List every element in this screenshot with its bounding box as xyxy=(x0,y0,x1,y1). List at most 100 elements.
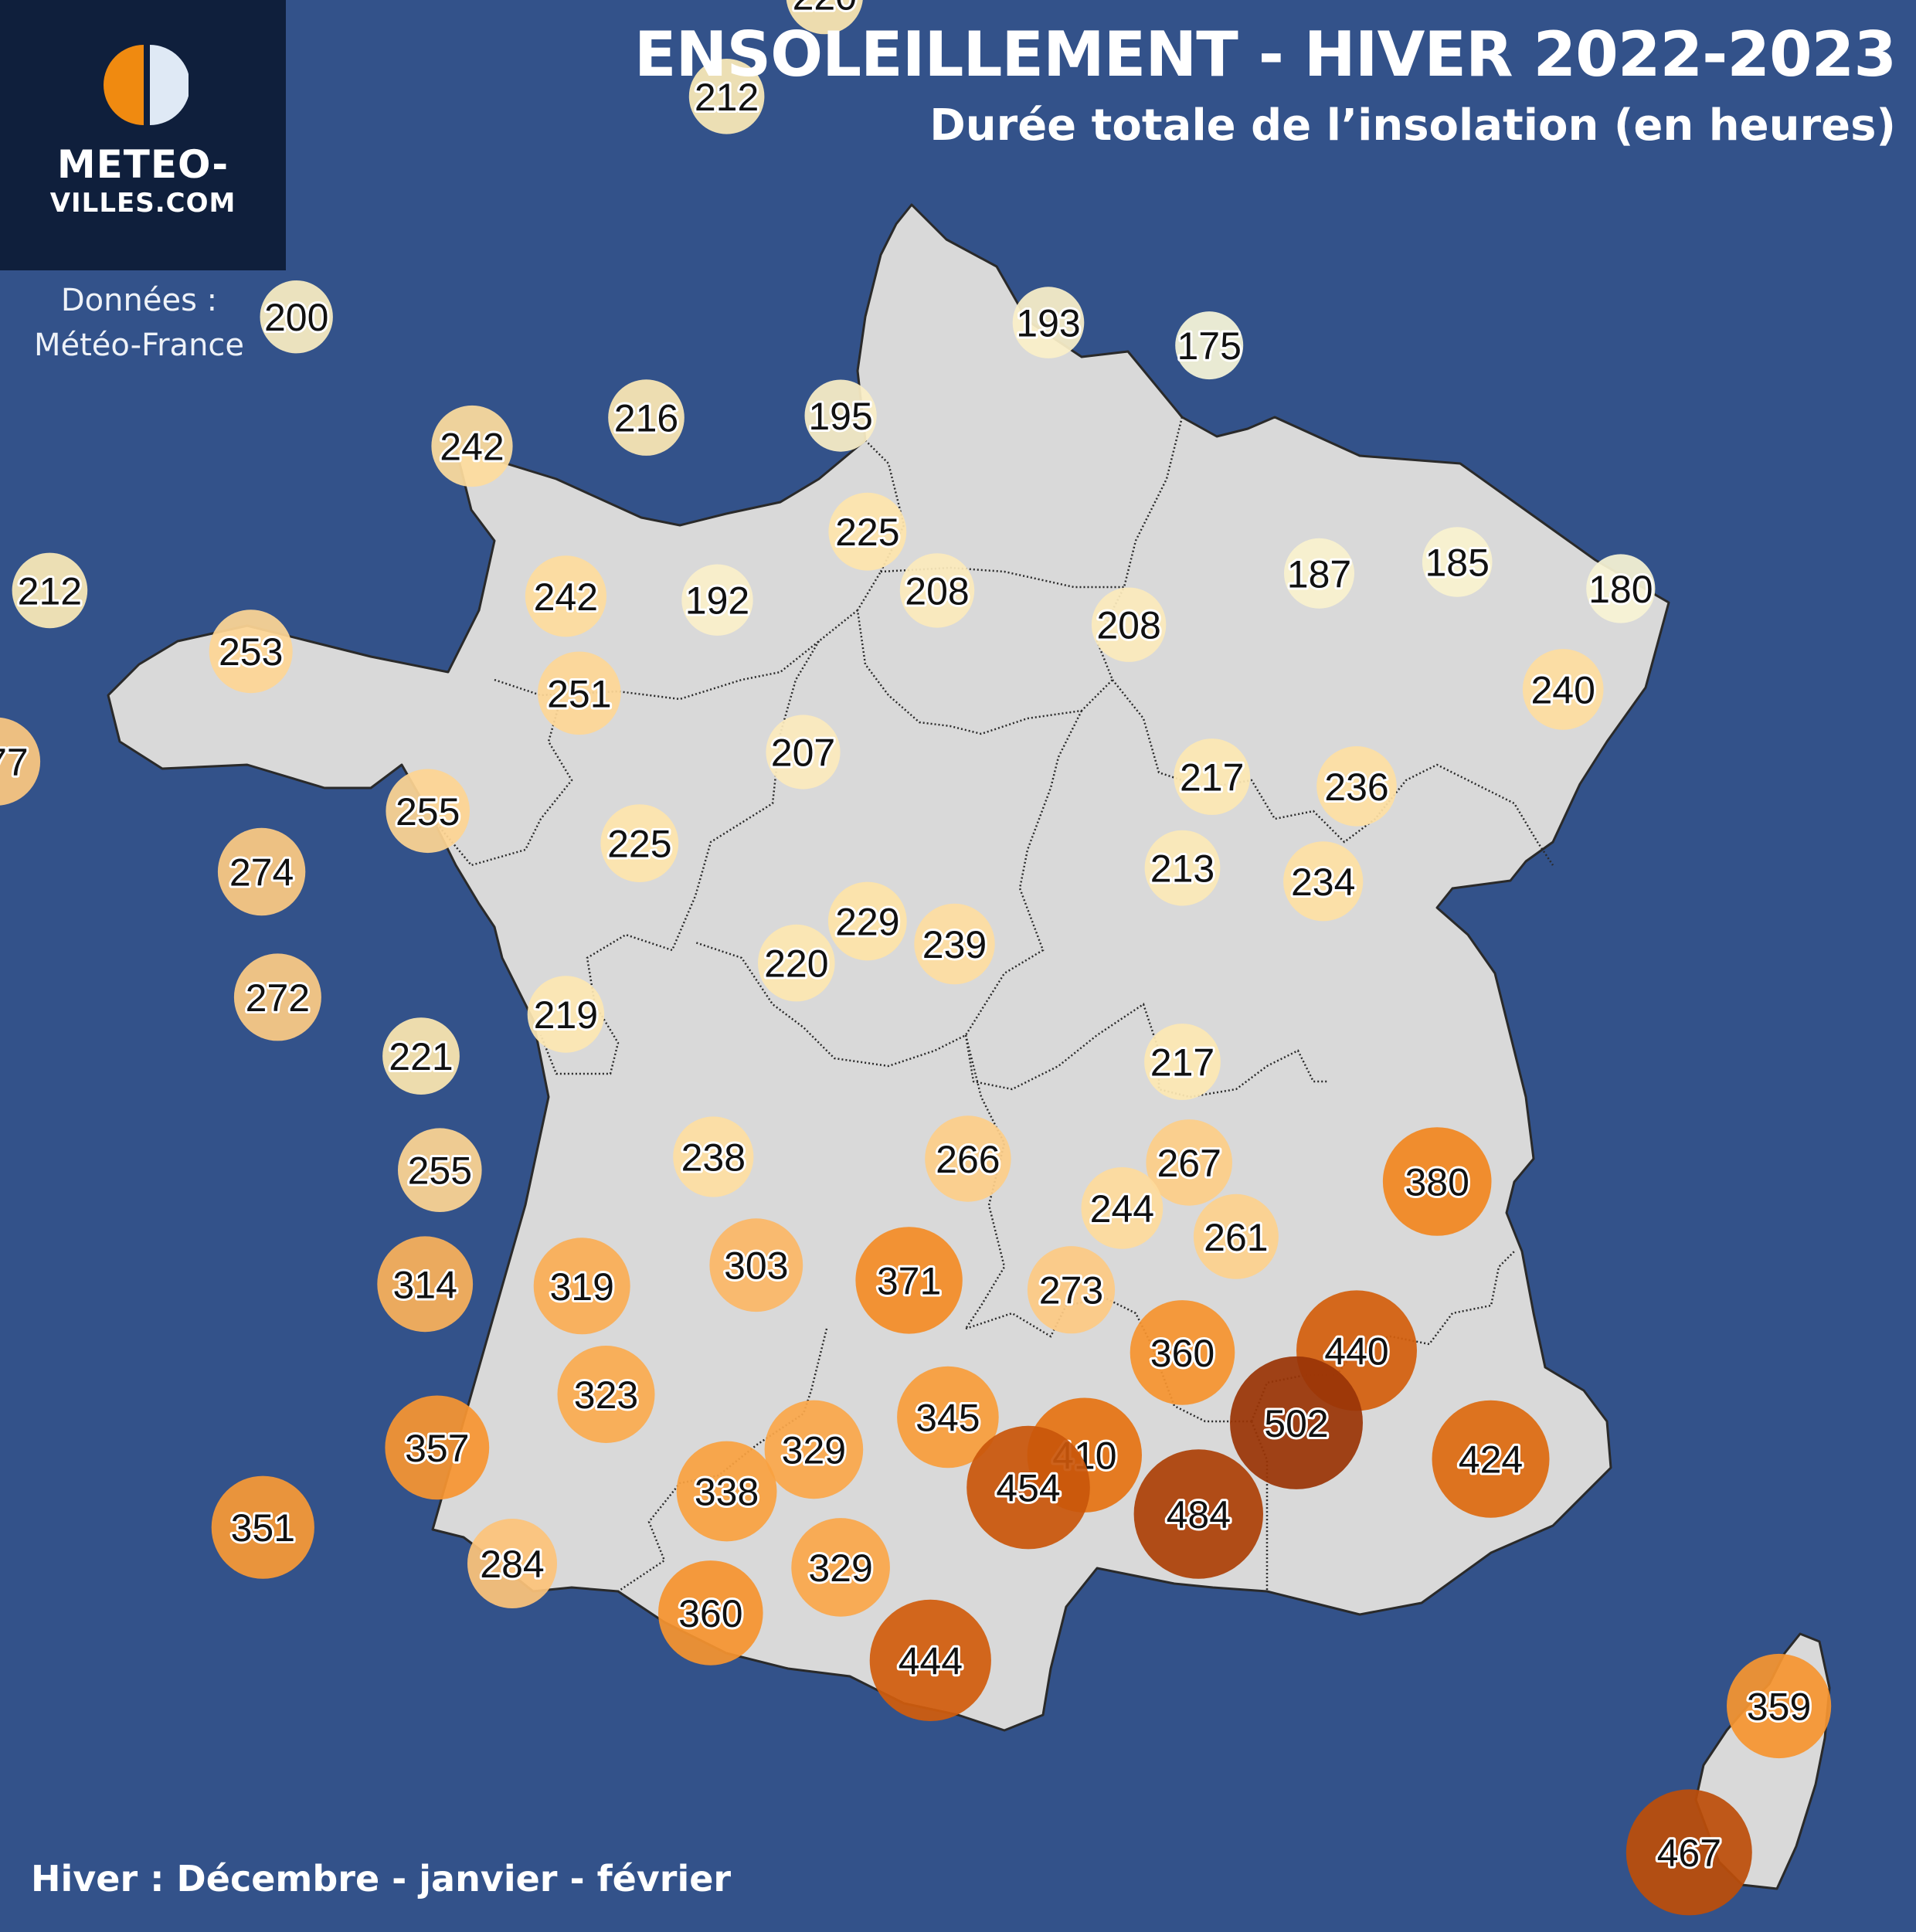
station-circle xyxy=(1316,746,1397,827)
station-marker: 261 xyxy=(1193,1193,1279,1279)
logo-box[interactable]: METEO- VILLES.COM xyxy=(0,0,286,270)
station-value-label: 200 xyxy=(264,296,328,339)
station-circle xyxy=(869,1599,991,1721)
station-circle xyxy=(1586,554,1656,623)
station-value-label: 351 xyxy=(231,1506,295,1550)
station-circle xyxy=(386,769,470,854)
station-value-label: 217 xyxy=(1150,1041,1214,1085)
station-value-label: 284 xyxy=(480,1543,544,1586)
station-circle xyxy=(467,1519,557,1608)
station-value-label: 238 xyxy=(681,1136,746,1180)
station-circle xyxy=(600,804,679,882)
station-value-label: 267 xyxy=(1157,1142,1221,1185)
station-marker: 338 xyxy=(676,1441,777,1542)
station-value-label: 371 xyxy=(877,1259,941,1302)
station-circle xyxy=(385,1395,490,1500)
station-circle xyxy=(828,492,907,571)
station-circle xyxy=(1193,1193,1279,1279)
station-markers: 2202121931752002161952422252081871851802… xyxy=(0,0,1832,1916)
station-marker: 242 xyxy=(431,405,513,487)
station-marker: 175 xyxy=(1174,311,1244,380)
station-value-label: 244 xyxy=(1090,1187,1154,1231)
region-border-ge-bfc xyxy=(1112,679,1554,866)
station-marker: 360 xyxy=(1130,1300,1235,1405)
logo-line-2: VILLES.COM xyxy=(49,188,236,219)
station-marker: 220 xyxy=(786,0,863,35)
station-marker: 219 xyxy=(527,976,605,1053)
station-value-label: 484 xyxy=(1167,1493,1231,1536)
station-value-label: 329 xyxy=(808,1547,872,1590)
mainland-outline xyxy=(107,203,1670,1732)
station-marker: 502 xyxy=(1230,1356,1363,1489)
station-marker: 284 xyxy=(467,1519,557,1608)
station-value-label: 239 xyxy=(922,923,987,966)
logo-orange-half xyxy=(104,45,144,125)
station-circle xyxy=(1422,527,1493,597)
station-value-label: 338 xyxy=(695,1471,759,1514)
station-value-label: 208 xyxy=(905,569,969,613)
station-value-label: 303 xyxy=(724,1244,788,1288)
station-circle xyxy=(1382,1127,1492,1236)
station-value-label: 225 xyxy=(835,511,899,554)
station-marker: 200 xyxy=(260,280,333,354)
station-marker: 467 xyxy=(1626,1789,1752,1916)
station-circle xyxy=(676,1441,777,1542)
station-marker: 236 xyxy=(1316,746,1397,827)
station-value-label: 424 xyxy=(1459,1438,1523,1482)
station-circle xyxy=(12,552,88,629)
station-marker: 220 xyxy=(758,924,835,1002)
station-circle xyxy=(709,1218,803,1312)
station-marker: 216 xyxy=(608,379,685,456)
station-circle xyxy=(527,976,605,1053)
station-circle xyxy=(233,953,321,1041)
station-circle xyxy=(1727,1653,1832,1759)
station-value-label: 234 xyxy=(1291,861,1355,904)
station-marker: 212 xyxy=(688,59,765,134)
region-border-normandie-south xyxy=(494,609,858,701)
station-circle xyxy=(211,1475,314,1579)
station-value-label: 242 xyxy=(534,576,598,619)
station-value-label: 319 xyxy=(549,1265,613,1309)
station-marker: 195 xyxy=(804,379,877,452)
station-value-label: 360 xyxy=(678,1592,742,1635)
station-value-label: 225 xyxy=(607,823,671,866)
station-circle xyxy=(855,1227,963,1334)
station-value-label: 454 xyxy=(996,1467,1060,1510)
station-circle xyxy=(260,280,333,354)
source-line-1: Données : xyxy=(60,283,218,318)
station-marker: 323 xyxy=(557,1346,655,1443)
station-circle xyxy=(1626,1789,1752,1916)
station-marker: 244 xyxy=(1081,1167,1164,1249)
station-circle xyxy=(1012,287,1085,358)
station-value-label: 502 xyxy=(1264,1402,1328,1445)
station-circle xyxy=(398,1128,482,1212)
station-circle xyxy=(1432,1400,1550,1518)
station-marker: 240 xyxy=(1522,649,1604,730)
station-circle xyxy=(1130,1300,1235,1405)
station-value-label: 314 xyxy=(392,1263,457,1306)
region-border-normandie-hdf xyxy=(865,440,905,572)
station-value-label: 255 xyxy=(396,790,460,834)
station-value-label: 272 xyxy=(246,976,310,1020)
station-marker: 229 xyxy=(827,881,907,961)
station-circle xyxy=(382,1017,460,1095)
station-marker: 239 xyxy=(914,903,995,985)
station-value-label: 192 xyxy=(685,579,749,623)
station-marker: 187 xyxy=(1284,538,1354,609)
station-circle xyxy=(966,1425,1090,1550)
station-marker: 329 xyxy=(764,1400,864,1499)
station-marker: 357 xyxy=(385,1395,490,1500)
station-circle xyxy=(899,553,975,628)
station-value-label: 219 xyxy=(534,993,598,1037)
station-circle xyxy=(1144,1024,1221,1100)
station-value-label: 236 xyxy=(1324,766,1388,809)
station-circle xyxy=(786,0,863,35)
station-marker: 217 xyxy=(1144,1024,1221,1100)
station-marker: 444 xyxy=(869,1599,991,1721)
station-value-label: 207 xyxy=(771,732,835,775)
station-marker: 454 xyxy=(966,1425,1090,1550)
station-marker: 272 xyxy=(233,953,321,1041)
region-border-hdf-grandest xyxy=(1123,416,1184,588)
station-value-label: 273 xyxy=(1039,1269,1103,1312)
station-value-label: 195 xyxy=(808,395,872,438)
